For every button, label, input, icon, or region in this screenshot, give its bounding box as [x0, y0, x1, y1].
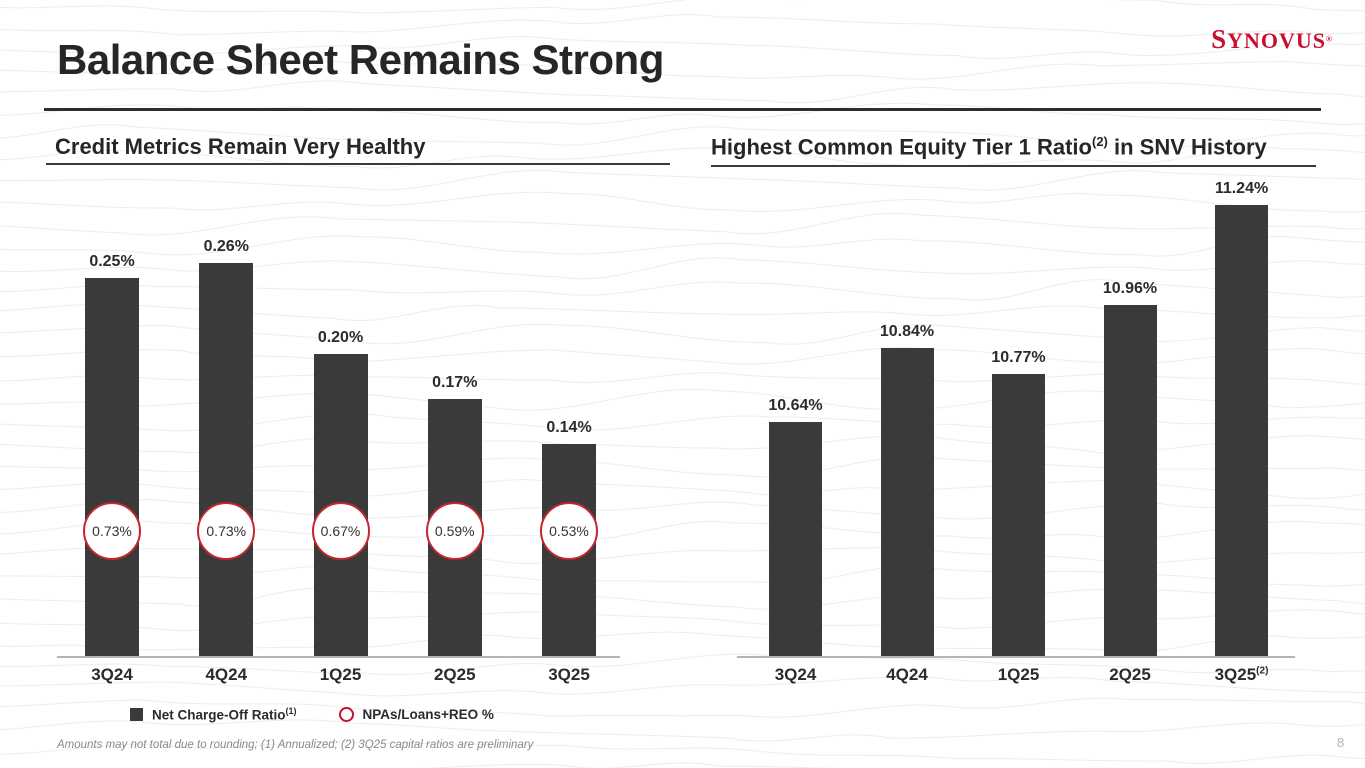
bar	[769, 422, 822, 656]
bar-group-3q24: 10.64% 3Q24	[768, 180, 823, 684]
x-axis-label: 3Q24	[91, 665, 133, 685]
right-section-title-text: Highest Common Equity Tier 1 Ratio	[711, 134, 1092, 160]
bar-value-label: 10.64%	[768, 397, 823, 414]
x-axis-label-text: 1Q25	[319, 665, 362, 684]
x-axis-label-text: 3Q25	[1214, 665, 1257, 684]
left-section-title-text: Credit Metrics Remain Very Healthy	[55, 134, 426, 159]
x-axis-label-text: 3Q24	[91, 665, 133, 684]
x-axis-label: 1Q25	[998, 665, 1040, 685]
x-axis-label-text: 4Q24	[205, 665, 248, 684]
npa-ratio-circle: 0.59%	[425, 502, 484, 560]
x-axis-label-text: 3Q25	[548, 665, 590, 684]
x-axis-label-sup: (2)	[1256, 665, 1269, 677]
x-axis-label: 2Q25	[1109, 665, 1151, 685]
chart-legend: Net Charge-Off Ratio(1) NPAs/Loans+REO %	[130, 706, 494, 723]
legend-square-swatch-icon	[130, 707, 143, 721]
legend-label-text: Net Charge-Off Ratio	[152, 707, 286, 723]
bar-value-label: 0.17%	[432, 374, 478, 391]
bar-group-2q25: 10.96% 2Q25	[1102, 180, 1158, 684]
legend-label-net-charge-off: Net Charge-Off Ratio(1)	[152, 706, 297, 723]
right-section-title: Highest Common Equity Tier 1 Ratio(2) in…	[711, 134, 1267, 160]
bar-group-4q24: 10.84% 4Q24	[879, 180, 935, 684]
logo-text-rest: YNOVUS	[1227, 28, 1327, 53]
footnote: Amounts may not total due to rounding; (…	[57, 739, 534, 751]
cet1-ratio-chart: 10.64% 3Q24 10.84% 4Q24 10.77% 1Q25 10.96% 2Q25…	[737, 180, 1295, 684]
bar-group-4q24: 0.26% 0.73% 4Q24	[197, 180, 256, 684]
synovus-logo: SYNOVUS®	[1211, 24, 1332, 55]
npa-ratio-circle: 0.53%	[540, 502, 598, 560]
legend-label-sup: (1)	[285, 706, 297, 716]
right-section-title-sup: (2)	[1091, 134, 1108, 149]
bar-value-label: 10.96%	[1102, 280, 1158, 297]
logo-text: S	[1211, 24, 1228, 54]
left-section-underline	[46, 163, 670, 165]
npa-ratio-circle: 0.67%	[311, 502, 370, 560]
bar-group-1q25: 0.20% 0.67% 1Q25	[311, 180, 370, 684]
bar-value-label: 0.26%	[203, 238, 249, 255]
x-axis-label-text: 4Q24	[886, 665, 928, 684]
title-divider-rule	[44, 108, 1321, 111]
legend-label-text: NPAs/Loans+REO %	[362, 706, 494, 722]
bar-group-2q25: 0.17% 0.59% 2Q25	[425, 180, 484, 684]
x-axis-label-text: 1Q25	[997, 665, 1040, 684]
bar-value-label: 0.20%	[317, 329, 364, 346]
right-section-underline	[711, 165, 1316, 167]
npa-ratio-circle: 0.73%	[83, 502, 141, 560]
legend-item-npas: NPAs/Loans+REO %	[338, 706, 494, 722]
bar-group-3q25: 0.14% 0.53% 3Q25	[540, 180, 598, 684]
bar-group-3q24: 0.25% 0.73% 3Q24	[83, 180, 141, 684]
bar	[880, 348, 934, 656]
npa-ratio-circle: 0.73%	[197, 502, 256, 560]
x-axis-label: 2Q25	[434, 665, 476, 685]
bar	[85, 278, 139, 656]
bar	[1215, 205, 1268, 656]
x-axis-label: 3Q25	[548, 665, 590, 685]
bar	[1103, 305, 1157, 656]
registered-mark-icon: ®	[1326, 34, 1332, 44]
x-axis-label-text: 2Q25	[433, 665, 476, 684]
legend-circle-swatch-icon	[338, 706, 354, 722]
x-axis-label: 4Q24	[886, 665, 928, 685]
bar-value-label: 11.24%	[1214, 180, 1269, 197]
x-axis-label: 4Q24	[205, 665, 247, 685]
x-axis-label-text: 3Q24	[774, 665, 817, 684]
legend-label-npas: NPAs/Loans+REO %	[363, 707, 494, 722]
right-section-title-tail: in SNV History	[1107, 134, 1267, 160]
bar	[199, 263, 254, 656]
bar-value-label: 10.77%	[991, 349, 1046, 366]
x-axis-label: 3Q24	[775, 665, 817, 685]
bar	[992, 374, 1045, 656]
bar-group-1q25: 10.77% 1Q25	[991, 180, 1046, 684]
bar-value-label: 0.14%	[546, 419, 592, 436]
x-axis-label: 1Q25	[320, 665, 362, 685]
x-axis-label: 3Q25(2)	[1215, 665, 1269, 685]
slide-title: Balance Sheet Remains Strong	[57, 36, 664, 83]
credit-metrics-chart: 0.25% 0.73% 3Q24 0.26% 0.73% 4Q24 0.20% 0.67% 1Q…	[57, 180, 620, 684]
bar-value-label: 0.25%	[89, 253, 135, 270]
x-axis-label-text: 2Q25	[1109, 665, 1151, 684]
bar-value-label: 10.84%	[879, 323, 935, 340]
left-section-title: Credit Metrics Remain Very Healthy	[55, 134, 425, 160]
page-number: 8	[1337, 735, 1345, 750]
bar-group-3q25: 11.24% 3Q25(2)	[1214, 180, 1269, 684]
legend-item-net-charge-off: Net Charge-Off Ratio(1)	[130, 706, 297, 723]
